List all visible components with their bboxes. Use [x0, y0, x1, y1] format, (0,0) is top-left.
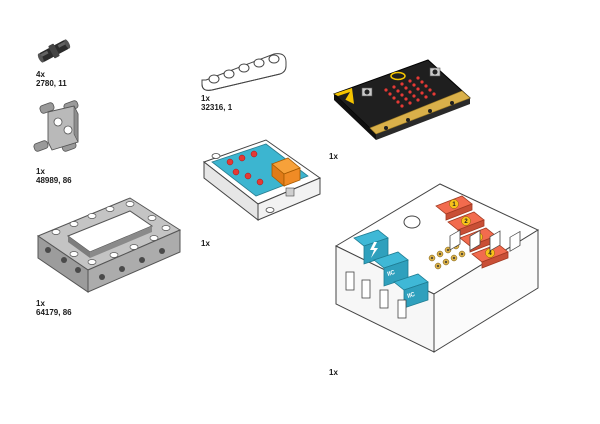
iic-label-2: IIC	[407, 292, 417, 300]
pin-connector-label: 4x 2780, 11	[36, 70, 67, 88]
expansion-board-qty: 1x	[329, 368, 338, 377]
pin-connector-code: 2780, 11	[36, 79, 67, 88]
port-2-label: 2	[464, 219, 468, 225]
switch-module-image	[202, 139, 322, 222]
pin-connector-image	[37, 39, 71, 63]
frame-qty: 1x	[36, 299, 45, 308]
pin-connector-qty: 4x	[36, 70, 45, 79]
expansion-board-label: 1x	[329, 368, 338, 377]
cross-block-qty: 1x	[36, 167, 45, 176]
beam-label: 1x 32316, 1	[201, 94, 232, 112]
beam-qty: 1x	[201, 94, 210, 103]
cross-block-image	[33, 100, 79, 152]
frame-image	[36, 197, 182, 293]
beam-image	[201, 53, 287, 91]
frame-label: 1x 64179, 86	[36, 299, 72, 317]
cross-block-label: 1x 48989, 86	[36, 167, 72, 185]
beam-code: 32316, 1	[201, 103, 233, 112]
microbit-label: 1x	[329, 152, 338, 161]
port-1-label: 1	[452, 202, 456, 208]
switch-module-qty: 1x	[201, 239, 210, 248]
iic-label-1: IIC	[387, 270, 397, 278]
cross-block-code: 48989, 86	[36, 176, 72, 185]
port-4-label: 4	[488, 251, 492, 257]
power-icon	[370, 242, 378, 258]
microbit-image	[333, 59, 471, 140]
expansion-board-image: 1 2 3 4 IIC IIC	[334, 183, 540, 353]
microbit-qty: 1x	[329, 152, 338, 161]
frame-code: 64179, 86	[36, 308, 72, 317]
switch-module-label: 1x	[201, 239, 210, 248]
